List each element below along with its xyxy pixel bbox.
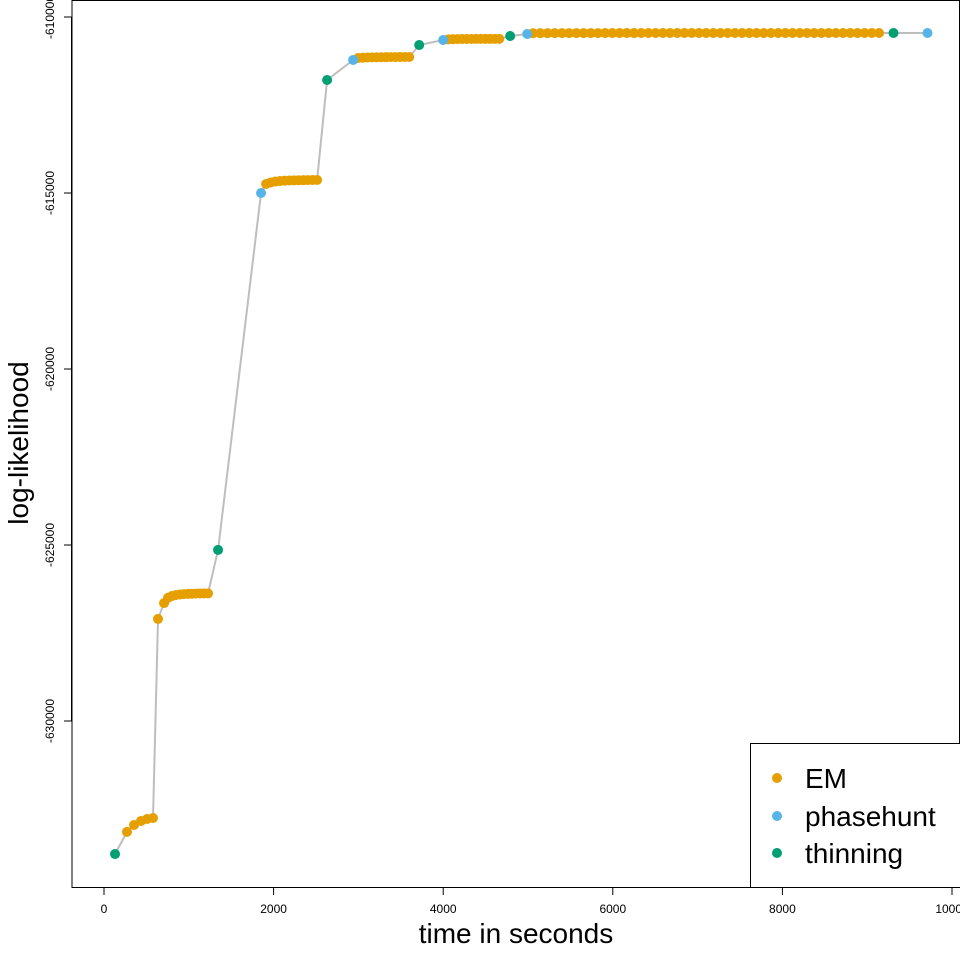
x-tick-label: 4000 [430,902,457,916]
point-em [729,28,740,39]
point-em [787,28,798,39]
point-em [679,28,690,39]
point-em [549,28,560,39]
point-em [665,28,676,39]
point-em [600,28,611,39]
point-em [650,28,661,39]
point-em [708,28,719,39]
legend-label-em: EM [805,763,847,794]
point-em [744,28,755,39]
point-em [636,28,647,39]
point-phasehunt [438,34,449,45]
point-em [629,28,639,39]
point-em [701,28,712,39]
point-em [715,28,726,39]
point-em [809,28,820,39]
point-em [643,28,654,39]
point-em [148,812,159,823]
point-em [773,28,784,39]
points-layer [110,28,933,860]
point-em [607,28,618,39]
legend-box [750,743,960,888]
point-phasehunt [922,28,933,39]
point-em [203,588,214,599]
point-em [866,28,877,39]
connecting-line-layer [114,32,928,855]
y-tick-label: -630000 [43,699,57,743]
x-axis-label: time in seconds [419,918,614,949]
point-em [722,28,733,39]
y-tick-label: -615000 [43,171,57,215]
point-em [693,28,704,39]
y-axis-label: log-likelihood [3,361,34,524]
point-thinning [505,31,516,42]
y-tick-label: -625000 [43,523,57,567]
legend-marker-thinning [772,848,782,858]
point-em [859,28,870,39]
point-em [874,28,885,39]
legend-marker-em [772,773,782,783]
point-em [845,28,856,39]
point-em [758,28,769,39]
point-em [153,613,164,624]
point-em [571,28,582,39]
point-em [312,174,323,185]
point-em [404,51,415,62]
point-em [780,28,791,39]
point-em [592,28,603,39]
point-em [614,28,625,39]
point-phasehunt [348,54,359,65]
point-em [852,28,863,39]
point-em [657,28,668,39]
point-em [794,28,805,39]
point-em [556,28,567,39]
x-tick-label: 8000 [769,902,796,916]
point-phasehunt [522,29,533,40]
point-em [751,28,762,39]
y-tick-label: -610000 [43,0,57,39]
x-tick-label: 2000 [260,902,287,916]
point-em [542,28,553,39]
x-tick-label: 6000 [599,902,626,916]
point-thinning [110,849,121,860]
x-axis: 0 2000 4000 6000 8000 10000 [101,887,960,916]
point-em [585,28,596,39]
point-em [578,28,589,39]
point-thinning [322,75,333,86]
point-thinning [213,544,224,555]
point-em [823,28,834,39]
point-em [564,28,575,39]
point-em [801,28,812,39]
x-tick-label: 0 [101,902,108,916]
point-thinning [414,39,425,50]
y-axis: -630000 -625000 -620000 -615000 -610000 [43,0,72,743]
connecting-line [114,32,928,855]
point-em [830,28,841,39]
x-tick-label: 10000 [935,902,960,916]
point-thinning [888,28,899,39]
point-em [686,28,697,39]
legend-label-thinning: thinning [805,838,903,869]
point-em [621,28,632,39]
y-tick-label: -620000 [43,347,57,391]
point-em [121,826,132,837]
point-em [535,28,546,39]
point-phasehunt [256,188,267,198]
legend-label-phasehunt: phasehunt [805,801,936,832]
legend-marker-phasehunt [772,811,782,821]
point-em [765,28,776,39]
point-em [672,28,683,39]
point-em [838,28,849,39]
point-em [737,28,748,39]
point-em [494,33,505,44]
point-em [816,28,827,39]
legend: EM phasehunt thinning [750,743,960,888]
